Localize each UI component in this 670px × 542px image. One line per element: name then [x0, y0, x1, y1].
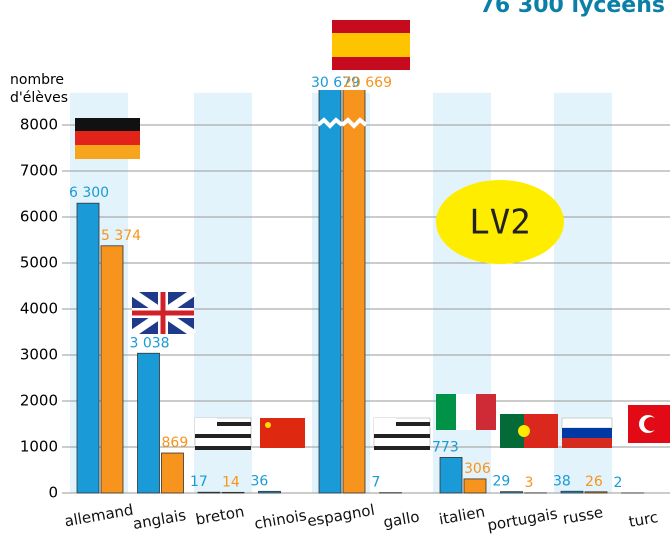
- y-tick-label: 7000: [20, 162, 58, 180]
- annotation: LV2: [469, 203, 530, 243]
- x-tick-label: allemand: [63, 501, 135, 531]
- bar: [318, 90, 342, 494]
- stripe: [433, 92, 491, 494]
- bar: [100, 245, 124, 494]
- bar: [584, 491, 608, 494]
- y-tick-label: 2000: [20, 392, 58, 410]
- flag-uk: [129, 288, 197, 338]
- value-label: 3: [525, 475, 534, 491]
- value-label: 869: [162, 435, 189, 451]
- y-tick-label: 8000: [20, 116, 58, 134]
- annotation-badge: [436, 180, 564, 264]
- y-tick-label: 4000: [20, 300, 58, 318]
- y-tick-label: 6000: [20, 208, 58, 226]
- value-label: 5 374: [101, 228, 141, 244]
- bar: [439, 457, 463, 494]
- grid: [62, 124, 670, 494]
- value-label: 14: [222, 474, 240, 490]
- y-axis-label: nombre: [10, 72, 64, 88]
- bar: [137, 352, 160, 494]
- x-tick-label: anglais: [131, 506, 187, 533]
- value-label: 20 669: [343, 75, 392, 91]
- y-tick-label: 5000: [20, 254, 58, 272]
- chart-title: 76 300 lycéens: [480, 0, 665, 18]
- bar: [221, 491, 245, 494]
- x-tick-label: turc: [627, 508, 659, 531]
- value-label: 2: [614, 475, 623, 491]
- x-tick-label: portugais: [486, 504, 559, 534]
- flag-germany: [75, 118, 140, 159]
- x-tick-label: breton: [194, 502, 246, 528]
- bar: [342, 90, 366, 494]
- value-label: 306: [464, 461, 491, 477]
- bar: [161, 452, 184, 494]
- x-tick-label: chinois: [253, 506, 308, 533]
- value-label: 3 038: [130, 335, 170, 351]
- value-label: 30 679: [311, 75, 360, 91]
- flag-brittany: [373, 417, 431, 450]
- bar: [197, 491, 221, 494]
- flag-italy: [436, 394, 496, 430]
- value-label: 6 300: [69, 185, 109, 201]
- y-tick-label: 0: [48, 484, 58, 502]
- flag-portugal: [500, 414, 558, 448]
- x-tick-label: italien: [438, 503, 487, 529]
- bars: [76, 90, 644, 494]
- value-label: 38: [553, 473, 571, 489]
- value-label: 29: [493, 474, 511, 490]
- value-label: 7: [372, 475, 381, 491]
- axis-break: [340, 117, 368, 129]
- flag-spain: [332, 20, 410, 70]
- bar: [560, 490, 584, 494]
- y-tick-label: 3000: [20, 346, 58, 364]
- value-label: 36: [251, 473, 269, 489]
- axis-break: [316, 117, 344, 129]
- x-tick-label: russe: [561, 503, 604, 528]
- bar: [463, 478, 487, 494]
- x-tick-label: espagnol: [306, 501, 376, 531]
- y-axis-label: d'élèves: [10, 90, 68, 106]
- bar: [500, 491, 523, 494]
- y-tick-label: 1000: [20, 438, 58, 456]
- x-tick-label: gallo: [382, 507, 421, 531]
- bar: [258, 490, 281, 494]
- value-label: 26: [585, 474, 603, 490]
- bar: [76, 202, 100, 494]
- value-label: 773: [432, 439, 459, 455]
- value-label: 17: [190, 474, 208, 490]
- flag-china: [260, 418, 305, 448]
- flag-turkey: [628, 405, 670, 443]
- flag-brittany: [194, 417, 252, 450]
- flag-russia: [561, 417, 613, 448]
